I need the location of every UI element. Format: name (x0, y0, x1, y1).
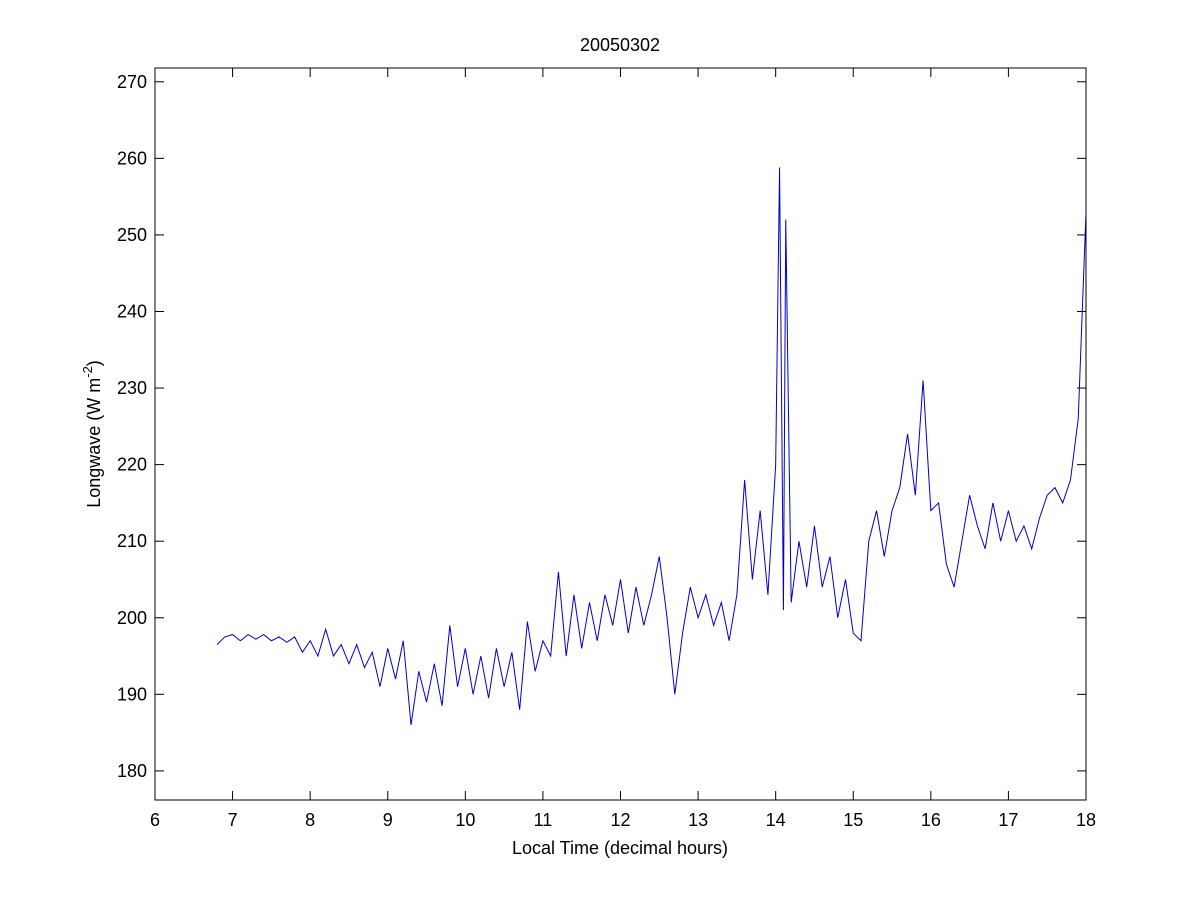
x-tick-label: 9 (383, 810, 393, 830)
x-tick-label: 6 (150, 810, 160, 830)
x-tick-label: 17 (998, 810, 1018, 830)
x-tick-label: 11 (534, 810, 553, 830)
x-tick-label: 14 (766, 810, 786, 830)
x-tick-label: 18 (1076, 810, 1096, 830)
y-label-end: ) (84, 360, 104, 366)
x-tick-label: 10 (455, 810, 475, 830)
y-tick-label: 180 (117, 761, 147, 781)
y-tick-label: 210 (117, 531, 147, 551)
x-tick-label: 13 (688, 810, 708, 830)
x-axis-label: Local Time (decimal hours) (512, 838, 728, 858)
chart-title: 20050302 (580, 35, 660, 55)
x-tick-label: 8 (305, 810, 315, 830)
x-tick-label: 16 (921, 810, 941, 830)
y-label-sup: -2 (80, 366, 95, 378)
y-axis-label: Longwave (W m-2) (80, 360, 104, 508)
x-tick-label: 7 (228, 810, 238, 830)
x-tick-label: 15 (843, 810, 863, 830)
y-tick-label: 250 (117, 225, 147, 245)
y-tick-label: 260 (117, 148, 147, 168)
y-tick-label: 270 (117, 72, 147, 92)
y-tick-label: 220 (117, 455, 147, 475)
x-tick-label: 12 (610, 810, 630, 830)
y-tick-label: 230 (117, 378, 147, 398)
y-tick-label: 190 (117, 684, 147, 704)
y-tick-label: 240 (117, 301, 147, 321)
y-label-text: Longwave (W m (84, 378, 104, 508)
data-line (216, 167, 1087, 726)
y-tick-label: 200 (117, 608, 147, 628)
